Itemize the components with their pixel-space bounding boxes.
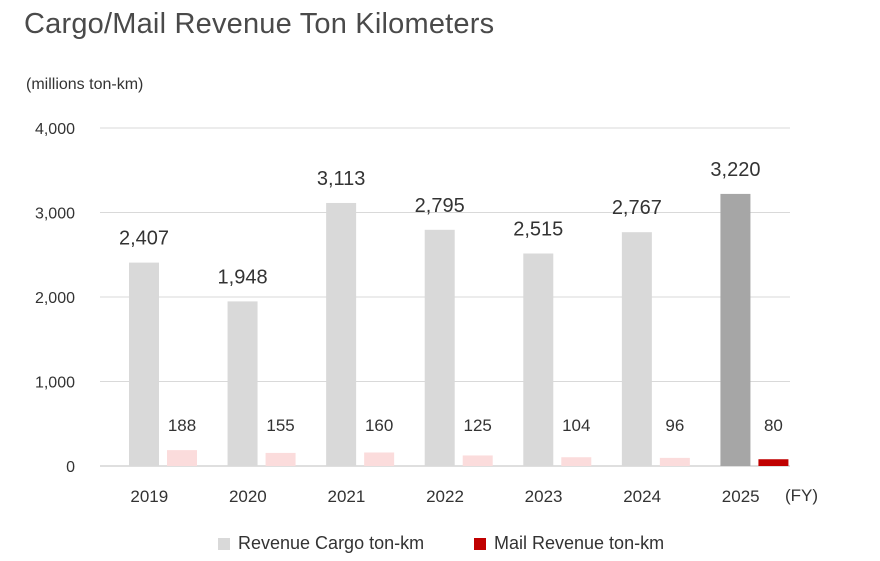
data-label-cargo: 2,795 <box>415 195 465 217</box>
legend-swatch-cargo <box>218 537 230 550</box>
bar-mail <box>659 457 690 466</box>
y-tick-label: 4,000 <box>35 121 75 138</box>
data-label-mail: 155 <box>266 416 294 435</box>
chart-title: Cargo/Mail Revenue Ton Kilometers <box>24 8 495 40</box>
y-unit-label: (millions ton-km) <box>26 76 144 93</box>
bar-cargo <box>326 202 357 466</box>
y-tick-label: 2,000 <box>35 290 75 307</box>
data-label-cargo: 2,767 <box>612 197 662 219</box>
x-tick-label: 2025 <box>722 487 760 506</box>
bar-cargo <box>227 301 258 466</box>
y-tick-label: 0 <box>66 459 75 476</box>
bar-mail <box>364 452 395 466</box>
y-tick-label: 3,000 <box>35 206 75 223</box>
bar-mail <box>462 455 493 466</box>
data-label-cargo: 3,220 <box>710 159 760 181</box>
data-label-mail: 104 <box>562 416 590 435</box>
data-label-mail: 96 <box>665 416 684 435</box>
bar-cargo <box>129 262 159 466</box>
bar-cargo <box>523 253 554 466</box>
x-tick-label: 2020 <box>229 487 267 506</box>
bar-cargo <box>720 193 751 466</box>
data-label-cargo: 3,113 <box>317 168 366 190</box>
data-label-cargo: 1,948 <box>218 266 268 288</box>
x-tick-label: 2019 <box>130 487 168 506</box>
bar-mail <box>561 457 592 466</box>
x-tick-label: 2022 <box>426 487 464 506</box>
data-label-mail: 125 <box>464 416 492 435</box>
data-label-mail: 160 <box>365 416 393 435</box>
legend-swatch-mail <box>474 537 486 550</box>
bar-mail <box>167 450 197 466</box>
data-label-cargo: 2,407 <box>119 228 169 250</box>
legend: Revenue Cargo ton-km Mail Revenue ton-km <box>0 533 880 557</box>
legend-item-mail: Mail Revenue ton-km <box>474 533 664 554</box>
bar-mail <box>265 452 296 466</box>
x-tick-label: 2021 <box>328 487 366 506</box>
data-label-mail: 188 <box>168 416 196 435</box>
bar-mail <box>758 459 789 466</box>
legend-item-cargo: Revenue Cargo ton-km <box>218 533 424 554</box>
bar-cargo <box>621 232 652 466</box>
data-label-mail: 80 <box>764 416 783 435</box>
y-tick-label: 1,000 <box>35 375 75 392</box>
x-tick-label: 2024 <box>623 487 661 506</box>
bar-cargo <box>424 229 455 466</box>
x-unit-label: (FY) <box>785 486 818 505</box>
legend-label-mail: Mail Revenue ton-km <box>494 533 665 553</box>
legend-label-cargo: Revenue Cargo ton-km <box>238 533 425 553</box>
data-label-cargo: 2,515 <box>513 218 563 240</box>
x-tick-label: 2023 <box>525 487 563 506</box>
